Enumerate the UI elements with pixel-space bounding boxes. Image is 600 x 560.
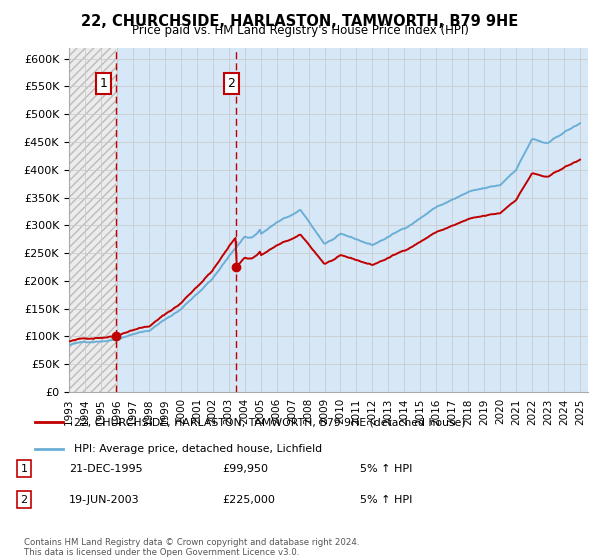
- Bar: [69, 48, 116, 392]
- Text: Contains HM Land Registry data © Crown copyright and database right 2024.
This d: Contains HM Land Registry data © Crown c…: [24, 538, 359, 557]
- Text: 1: 1: [20, 464, 28, 474]
- Text: 2: 2: [20, 494, 28, 505]
- Text: £225,000: £225,000: [222, 494, 275, 505]
- Text: 5% ↑ HPI: 5% ↑ HPI: [360, 494, 412, 505]
- Text: 19-JUN-2003: 19-JUN-2003: [69, 494, 140, 505]
- Text: 21-DEC-1995: 21-DEC-1995: [69, 464, 143, 474]
- Text: Price paid vs. HM Land Registry's House Price Index (HPI): Price paid vs. HM Land Registry's House …: [131, 24, 469, 36]
- Text: 1: 1: [100, 77, 107, 90]
- Text: 5% ↑ HPI: 5% ↑ HPI: [360, 464, 412, 474]
- Text: 2: 2: [227, 77, 235, 90]
- Text: 22, CHURCHSIDE, HARLASTON, TAMWORTH, B79 9HE (detached house): 22, CHURCHSIDE, HARLASTON, TAMWORTH, B79…: [74, 417, 466, 427]
- Text: 22, CHURCHSIDE, HARLASTON, TAMWORTH, B79 9HE: 22, CHURCHSIDE, HARLASTON, TAMWORTH, B79…: [82, 14, 518, 29]
- Text: £99,950: £99,950: [222, 464, 268, 474]
- Text: HPI: Average price, detached house, Lichfield: HPI: Average price, detached house, Lich…: [74, 444, 322, 454]
